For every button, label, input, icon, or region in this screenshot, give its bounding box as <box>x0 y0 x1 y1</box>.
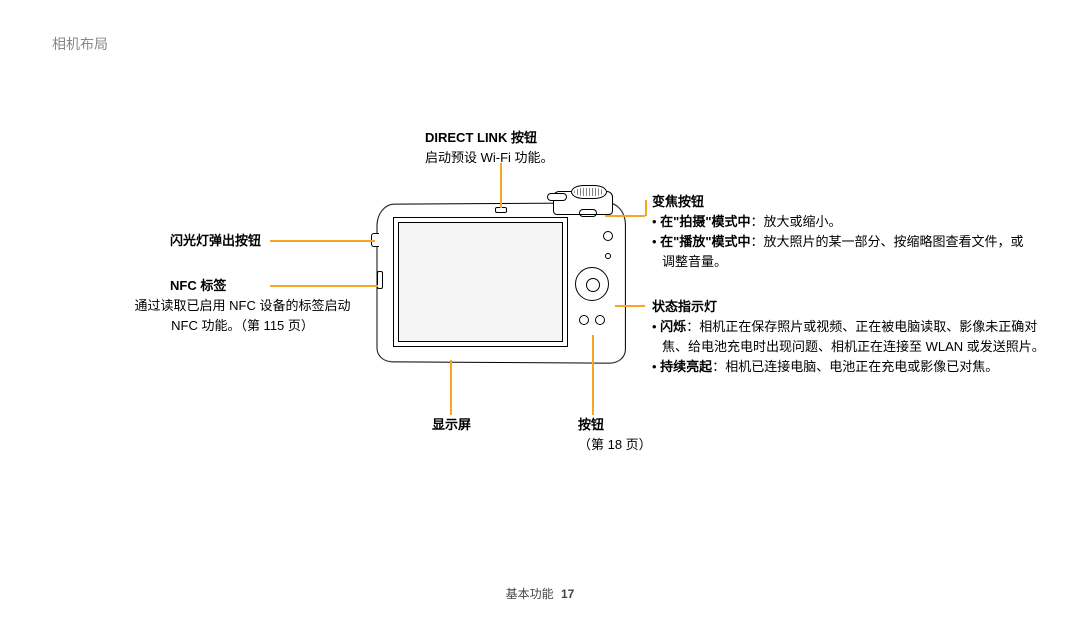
diagram: DIRECT LINK 按钮 启动预设 Wi-Fi 功能。 变焦按钮 在"拍摄"… <box>0 0 1080 630</box>
leader-status <box>615 305 645 307</box>
zoom-title: 变焦按钮 <box>652 192 1032 212</box>
direct-link-desc: 启动预设 Wi-Fi 功能。 <box>425 148 554 168</box>
nfc-desc2: NFC 功能。（第 115 页） <box>120 316 365 336</box>
buttons-title: 按钮 <box>578 415 652 435</box>
leader-buttons <box>592 335 594 415</box>
leader-zoom <box>605 215 645 217</box>
leader-zoom-v <box>645 200 647 216</box>
leader-flash <box>270 240 375 242</box>
label-display: 显示屏 <box>432 415 471 435</box>
footer-section: 基本功能 <box>506 587 554 601</box>
status-line1: 闪烁：相机正在保存照片或视频、正在被电脑读取、影像未正确对焦、给电池充电时出现问… <box>652 317 1047 357</box>
status-line2: 持续亮起：相机已连接电脑、电池正在充电或影像已对焦。 <box>652 357 1047 377</box>
label-buttons: 按钮 （第 18 页） <box>578 415 652 455</box>
label-flash: 闪光灯弹出按钮 <box>170 231 270 251</box>
nfc-title: NFC 标签 <box>120 276 365 296</box>
nfc-desc1: 通过读取已启用 NFC 设备的标签启动 <box>120 296 365 316</box>
status-title: 状态指示灯 <box>652 297 1047 317</box>
label-status: 状态指示灯 闪烁：相机正在保存照片或视频、正在被电脑读取、影像未正确对焦、给电池… <box>652 297 1047 378</box>
label-zoom: 变焦按钮 在"拍摄"模式中：放大或缩小。 在"播放"模式中：放大照片的某一部分、… <box>652 192 1032 273</box>
label-direct-link: DIRECT LINK 按钮 启动预设 Wi-Fi 功能。 <box>425 128 554 168</box>
camera-illustration <box>375 195 625 370</box>
direct-link-title: DIRECT LINK 按钮 <box>425 128 554 148</box>
leader-display <box>450 360 452 415</box>
buttons-ref: （第 18 页） <box>578 435 652 455</box>
label-nfc: NFC 标签 通过读取已启用 NFC 设备的标签启动 NFC 功能。（第 115… <box>120 276 365 336</box>
display-title: 显示屏 <box>432 415 471 435</box>
footer-page-number: 17 <box>561 587 574 601</box>
page-footer: 基本功能 17 <box>0 585 1080 602</box>
zoom-line2: 在"播放"模式中：放大照片的某一部分、按缩略图查看文件，或调整音量。 <box>652 232 1032 272</box>
leader-direct-link <box>500 163 502 208</box>
zoom-line1: 在"拍摄"模式中：放大或缩小。 <box>652 212 1032 232</box>
flash-title: 闪光灯弹出按钮 <box>170 231 270 251</box>
